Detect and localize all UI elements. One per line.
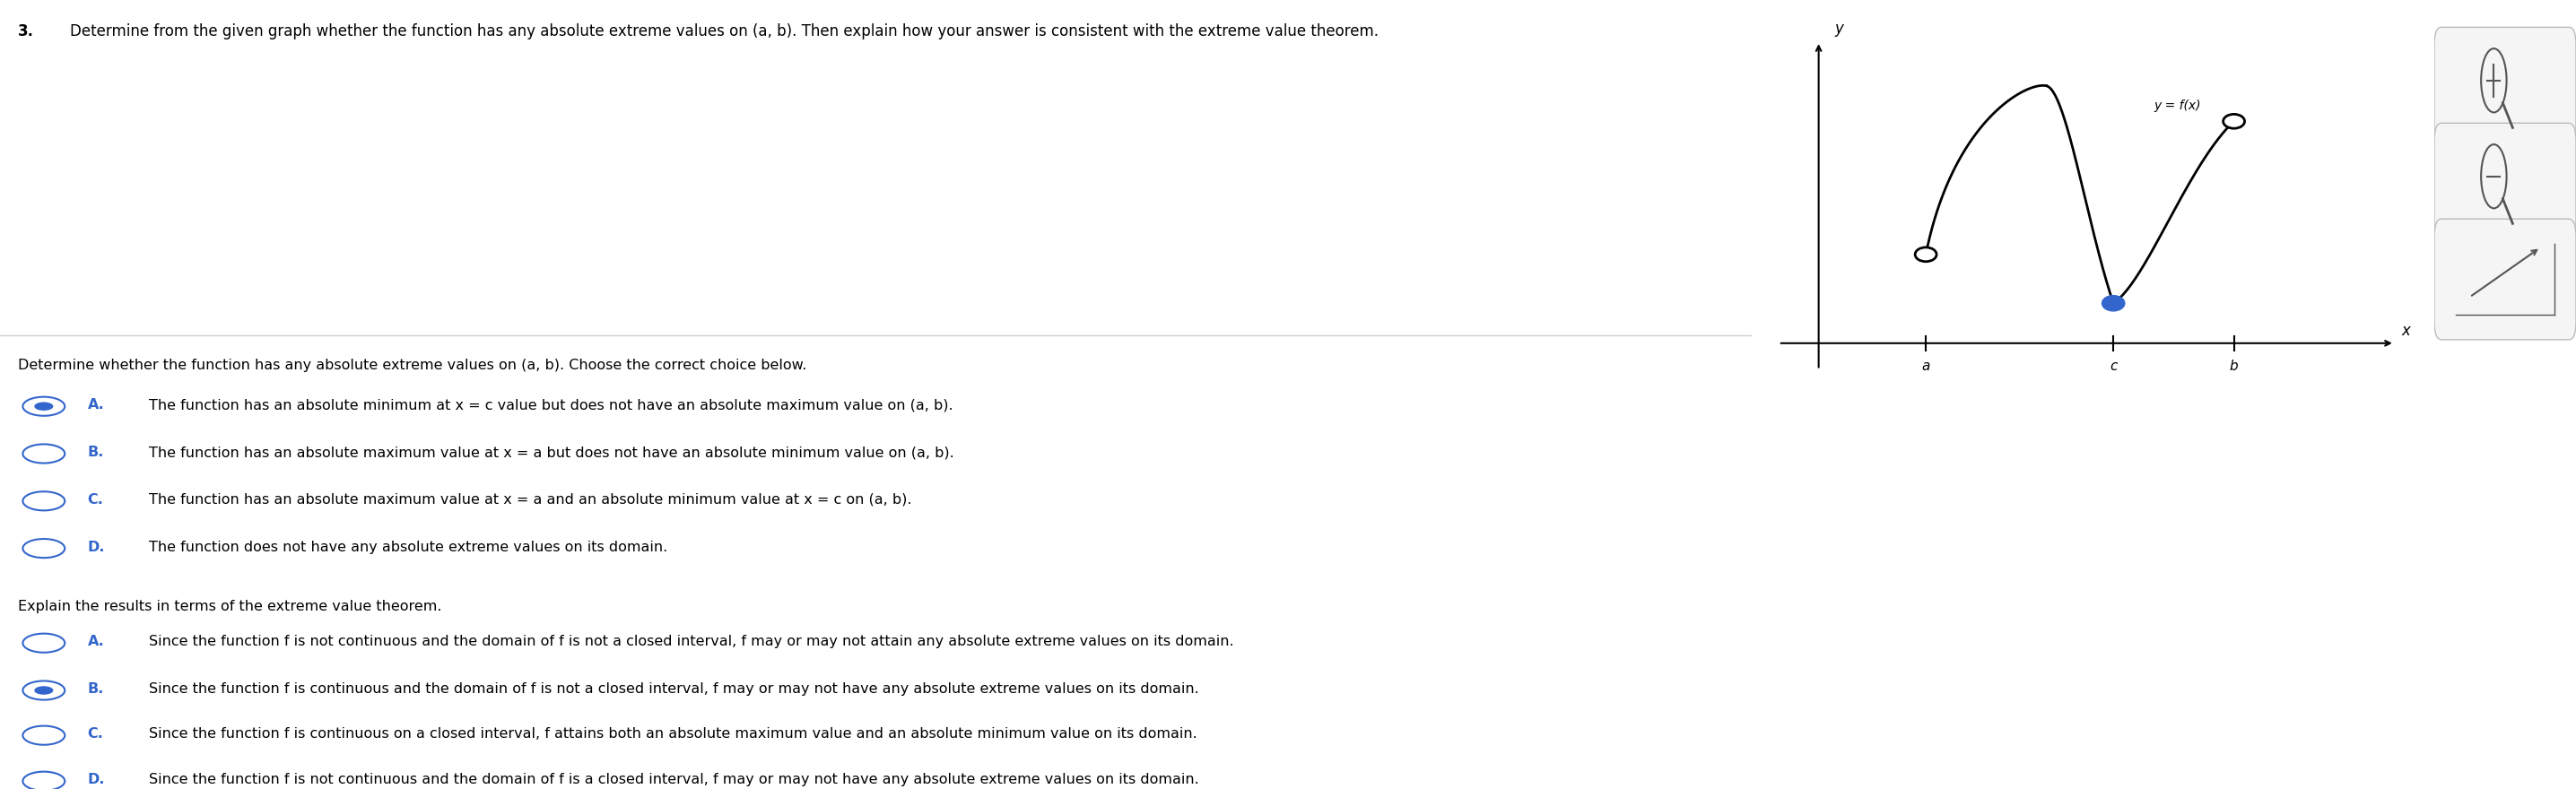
Text: B.: B. [88,446,103,459]
Text: y: y [1834,21,1844,37]
Text: D.: D. [88,540,106,554]
Text: c: c [2110,359,2117,372]
Circle shape [2102,296,2125,310]
Text: x: x [2401,323,2411,338]
FancyBboxPatch shape [2434,123,2576,244]
Text: Since the function f is not continuous and the domain of f is a closed interval,: Since the function f is not continuous a… [149,773,1198,787]
Text: 3.: 3. [18,24,33,39]
Text: Determine whether the function has any absolute extreme values on (a, b). Choose: Determine whether the function has any a… [18,359,806,372]
Text: B.: B. [88,682,103,696]
Text: A.: A. [88,398,106,412]
Text: a: a [1922,359,1929,372]
Circle shape [1914,247,1937,261]
Text: Since the function f is not continuous and the domain of f is not a closed inter: Since the function f is not continuous a… [149,635,1234,649]
Text: b: b [2231,359,2239,372]
Text: y = f(x): y = f(x) [2154,100,2200,112]
Text: A.: A. [88,635,106,649]
Circle shape [33,402,54,410]
Circle shape [2223,114,2244,129]
Text: The function does not have any absolute extreme values on its domain.: The function does not have any absolute … [149,540,667,554]
Text: D.: D. [88,773,106,787]
Text: The function has an absolute minimum at x = c value but does not have an absolut: The function has an absolute minimum at … [149,398,953,412]
Text: C.: C. [88,727,103,741]
Text: Since the function f is continuous on a closed interval, f attains both an absol: Since the function f is continuous on a … [149,727,1198,741]
Text: Explain the results in terms of the extreme value theorem.: Explain the results in terms of the extr… [18,600,440,613]
Text: The function has an absolute maximum value at x = a but does not have an absolut: The function has an absolute maximum val… [149,446,953,459]
Text: Determine from the given graph whether the function has any absolute extreme val: Determine from the given graph whether t… [70,24,1378,39]
FancyBboxPatch shape [2434,219,2576,339]
Text: Since the function f is continuous and the domain of f is not a closed interval,: Since the function f is continuous and t… [149,682,1198,696]
Text: The function has an absolute maximum value at x = a and an absolute minimum valu: The function has an absolute maximum val… [149,493,912,507]
Circle shape [33,686,54,694]
FancyBboxPatch shape [2434,27,2576,148]
Text: C.: C. [88,493,103,507]
